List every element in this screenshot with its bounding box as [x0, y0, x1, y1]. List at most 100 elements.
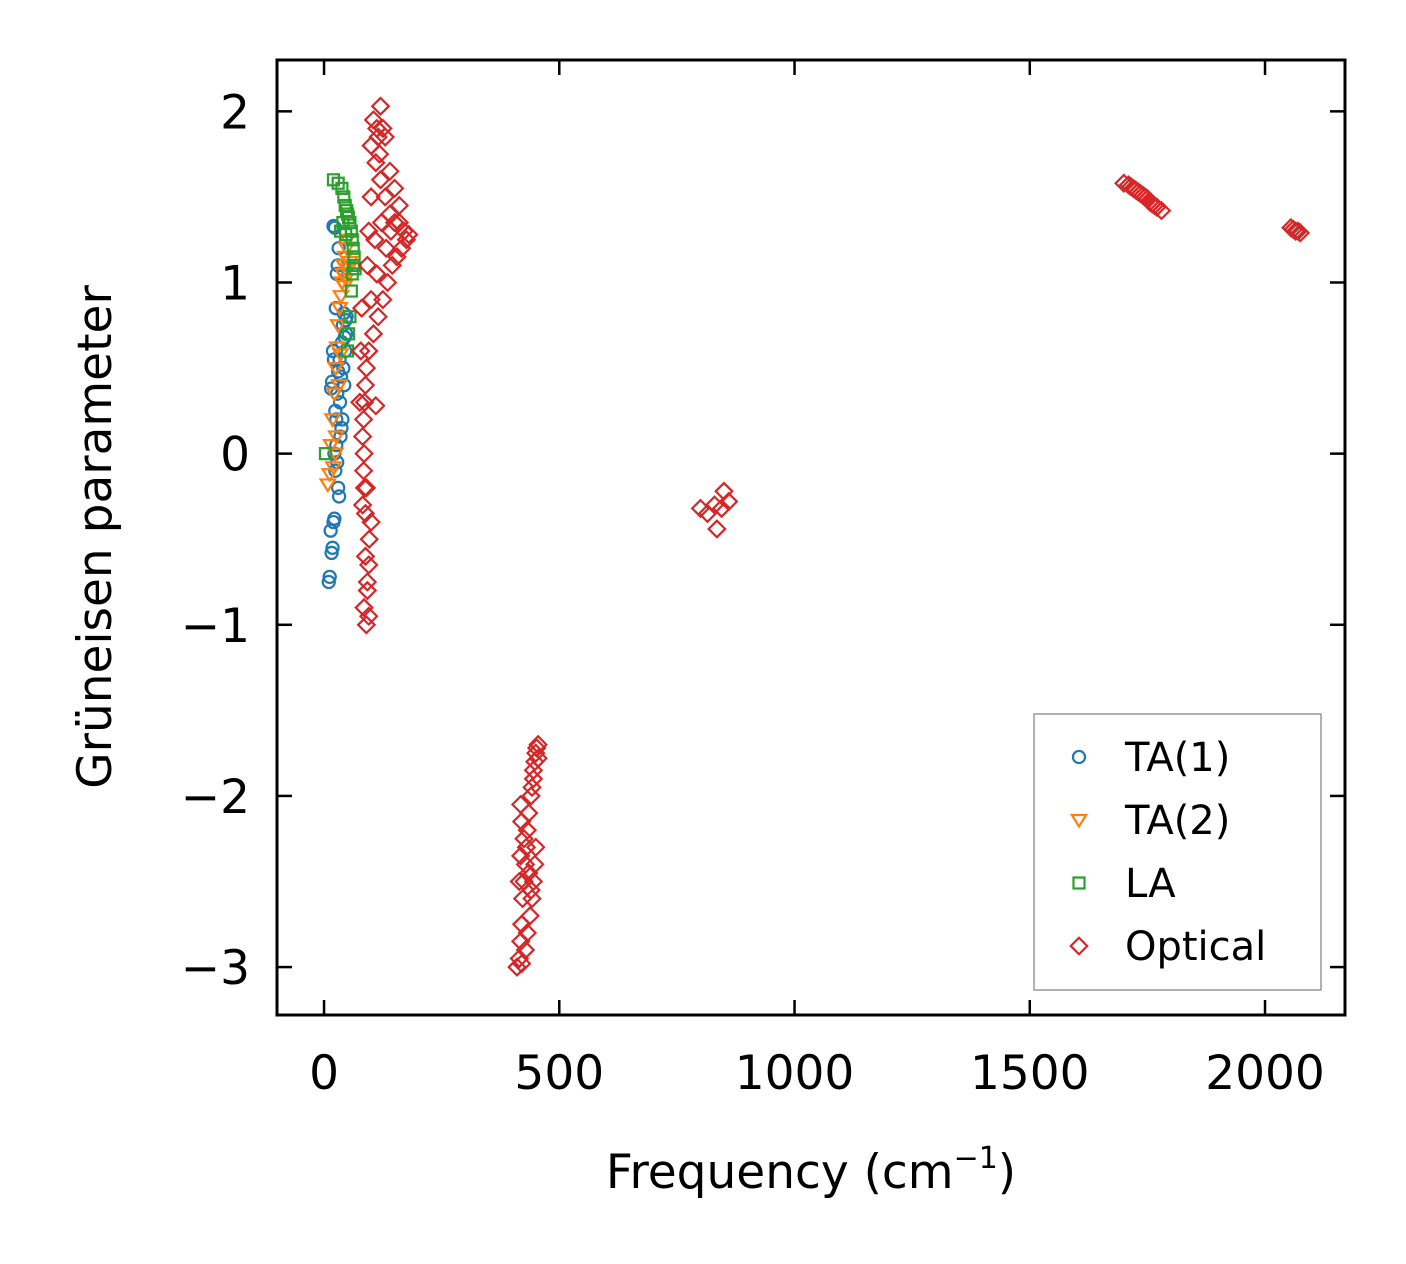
data-point [361, 512, 381, 532]
data-point [318, 447, 333, 461]
data-point [322, 569, 337, 585]
data-point [517, 820, 538, 840]
data-point [355, 503, 376, 524]
legend-marker [1069, 813, 1089, 829]
legend-label: Optical [1125, 924, 1266, 970]
data-point [335, 181, 349, 195]
data-point [518, 803, 539, 823]
data-point [382, 255, 403, 276]
x-tick-label: 1500 [970, 1046, 1090, 1101]
legend-label: TA(1) [1124, 735, 1230, 781]
data-point [377, 272, 398, 293]
data-point [354, 443, 374, 464]
data-point [1290, 223, 1311, 243]
data-point [331, 290, 351, 305]
y-tick-label: 1 [220, 256, 250, 311]
data-point [718, 491, 739, 512]
data-point [325, 387, 344, 403]
data-point [389, 212, 410, 233]
data-point [384, 178, 405, 199]
legend-frame [1033, 713, 1322, 991]
data-point [396, 229, 417, 250]
data-point [330, 302, 349, 317]
data-point [357, 580, 378, 601]
data-point [511, 953, 532, 974]
data-point [528, 748, 548, 769]
data-point [321, 438, 341, 454]
data-point [339, 227, 353, 242]
y-axis-label: Grüneisen parameter [68, 285, 123, 789]
data-point [365, 395, 386, 416]
x-axis-label-close: ) [998, 1145, 1016, 1200]
data-point [522, 888, 542, 909]
data-point [353, 460, 374, 481]
data-point [332, 395, 348, 410]
data-point [515, 854, 536, 875]
data-point [328, 341, 347, 357]
data-point [389, 195, 410, 216]
data-point [356, 358, 377, 378]
series-ta-2 [318, 233, 360, 493]
y-tick-label: −1 [181, 599, 250, 654]
data-point [520, 905, 540, 926]
data-point [522, 777, 542, 798]
data-point [517, 923, 538, 943]
data-point [324, 545, 339, 561]
data-point [521, 880, 541, 900]
data-point [348, 262, 362, 276]
data-point [353, 409, 374, 430]
data-point [373, 118, 393, 139]
data-point [329, 319, 348, 334]
data-point [391, 238, 412, 259]
data-point [356, 478, 377, 498]
data-point [365, 229, 385, 250]
data-point [327, 511, 342, 526]
data-point [354, 392, 375, 413]
data-point [375, 187, 396, 207]
data-point [344, 284, 358, 298]
data-point [380, 161, 400, 182]
data-point [358, 341, 379, 361]
data-point [359, 529, 380, 550]
y-tick-label: 0 [220, 428, 250, 483]
data-point [324, 461, 343, 476]
data-point [331, 480, 346, 496]
data-point [355, 375, 376, 395]
data-point [365, 152, 386, 173]
plot-frame [275, 58, 1347, 1017]
data-point [398, 224, 419, 245]
data-point [355, 546, 376, 567]
legend-label: TA(2) [1124, 798, 1230, 844]
data-point [361, 135, 381, 156]
data-point [357, 572, 378, 592]
data-point [373, 289, 393, 310]
data-point [343, 310, 357, 324]
data-point [358, 555, 379, 575]
data-point [376, 238, 396, 259]
data-point [331, 364, 346, 379]
legend: TA(1) TA(2) LA Optical [1033, 713, 1322, 991]
data-point [354, 597, 374, 618]
data-point [523, 871, 544, 892]
data-point [358, 606, 379, 627]
data-point [351, 298, 372, 318]
data-point [1144, 195, 1165, 216]
data-point [361, 289, 381, 310]
legend-label: LA [1125, 861, 1176, 907]
data-point [369, 144, 390, 164]
x-tick-label: 2000 [1205, 1046, 1325, 1101]
data-point [526, 738, 547, 758]
data-point [331, 348, 350, 363]
data-point [321, 574, 336, 590]
data-point [384, 212, 405, 233]
data-point [525, 854, 545, 875]
data-point [523, 760, 544, 781]
data-point [329, 379, 349, 394]
data-point [328, 463, 343, 478]
data-point [350, 341, 371, 361]
data-point [511, 811, 532, 832]
data-point [514, 828, 534, 849]
x-tick-label: 500 [514, 1046, 604, 1101]
data-marks [318, 96, 1311, 977]
